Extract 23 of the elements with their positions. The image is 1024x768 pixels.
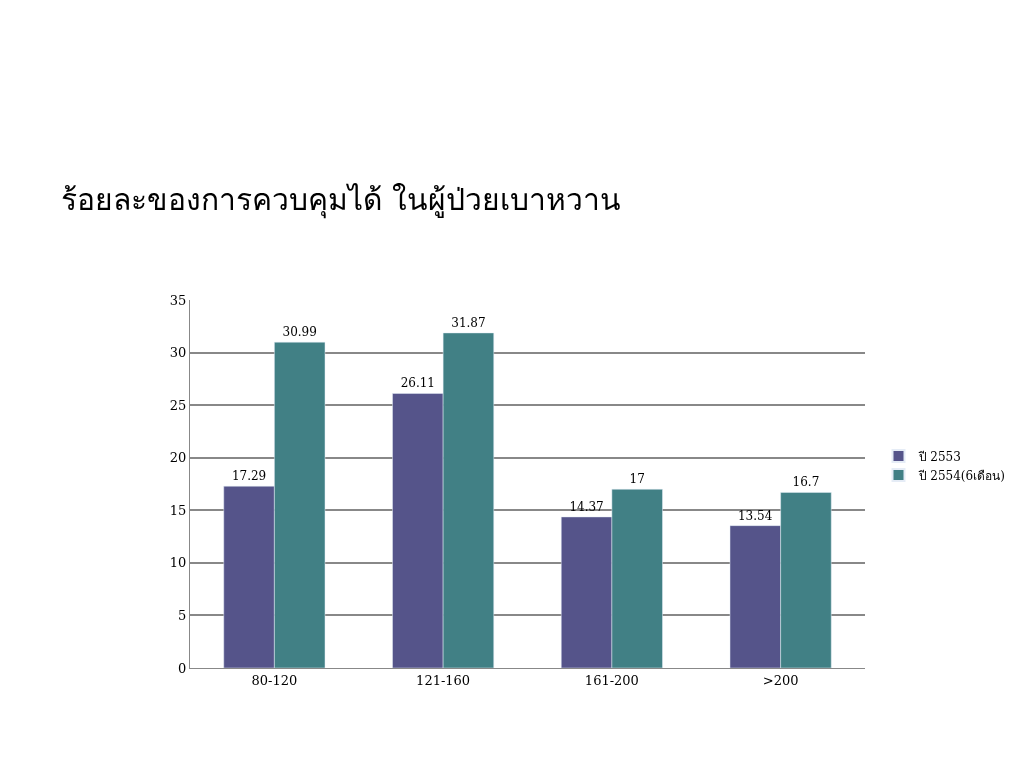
chart-title: ร้อยละของการควบคุมได้ ในผู้ป่วยเบาหวาน	[61, 182, 621, 220]
x-tick-label: 121-160	[416, 672, 471, 688]
data-label: 31.87	[451, 315, 486, 330]
y-tick-label: 15	[169, 502, 187, 518]
data-label: 17	[629, 472, 645, 487]
y-tick-label: 10	[169, 555, 187, 571]
y-tick-label: 30	[169, 345, 187, 361]
legend-label: ปี 2553	[917, 449, 961, 464]
y-tick-label: 20	[169, 450, 187, 466]
y-tick-label: 25	[169, 397, 187, 413]
x-tick-label: 80-120	[251, 672, 298, 688]
data-label: 17.29	[231, 469, 267, 484]
y-tick-label: 35	[169, 292, 187, 308]
data-label: 30.99	[282, 325, 317, 340]
data-label: 16.7	[792, 475, 820, 490]
legend-label: ปี 2554(6เดือน)	[917, 468, 1005, 483]
data-label: 14.37	[569, 499, 604, 514]
y-tick-label: 0	[178, 660, 187, 676]
y-tick-label: 5	[178, 607, 187, 623]
data-label: 26.11	[400, 376, 435, 391]
x-tick-label: >200	[762, 672, 799, 688]
x-tick-label: 161-200	[584, 672, 639, 688]
data-label: 13.54	[737, 508, 773, 523]
